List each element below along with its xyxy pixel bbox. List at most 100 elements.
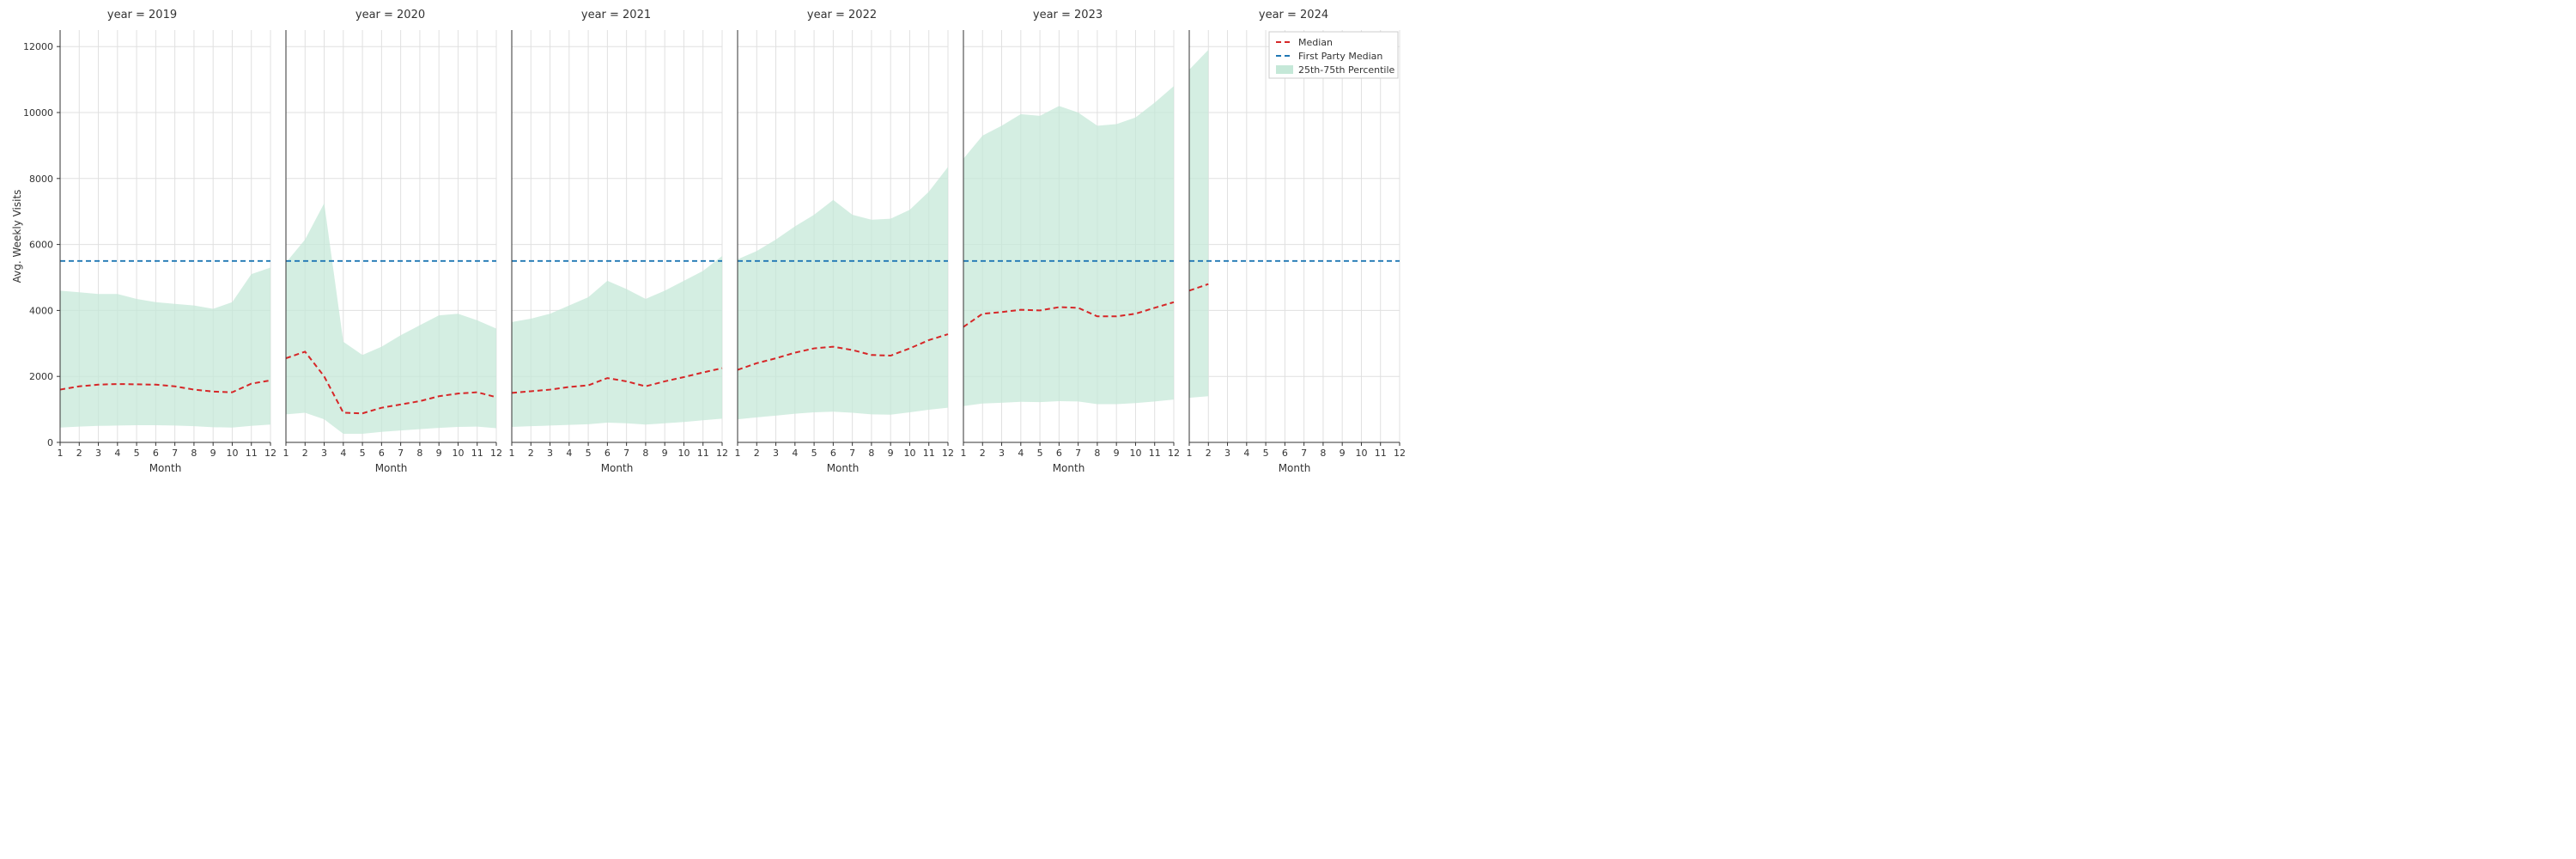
svg-text:4000: 4000 — [29, 305, 53, 316]
svg-text:4: 4 — [1018, 448, 1024, 459]
svg-text:10: 10 — [1129, 448, 1141, 459]
iqr-band — [1189, 50, 1208, 398]
facet-title: year = 2019 — [9, 9, 276, 21]
facet-title: year = 2023 — [957, 9, 1179, 21]
svg-text:2: 2 — [1206, 448, 1212, 459]
facet-title: year = 2021 — [505, 9, 727, 21]
svg-text:5: 5 — [1263, 448, 1269, 459]
svg-text:2: 2 — [754, 448, 760, 459]
chart-svg: 123456789101112Month — [279, 25, 501, 482]
iqr-band — [60, 267, 270, 427]
svg-text:8: 8 — [1320, 448, 1326, 459]
svg-text:5: 5 — [586, 448, 592, 459]
svg-text:12: 12 — [942, 448, 953, 459]
svg-text:6: 6 — [379, 448, 385, 459]
svg-text:10: 10 — [226, 448, 238, 459]
iqr-band — [286, 204, 496, 434]
facet-title: year = 2024 — [1182, 9, 1405, 21]
svg-text:5: 5 — [811, 448, 817, 459]
svg-text:7: 7 — [1301, 448, 1307, 459]
svg-text:9: 9 — [1340, 448, 1346, 459]
svg-text:10000: 10000 — [23, 107, 53, 119]
iqr-band — [963, 86, 1174, 405]
svg-text:1: 1 — [735, 448, 741, 459]
facet-panel: year = 2019123456789101112Month020004000… — [9, 9, 276, 482]
svg-text:11: 11 — [697, 448, 709, 459]
chart-svg: 123456789101112MonthMedianFirst Party Me… — [1182, 25, 1405, 482]
x-axis-label: Month — [1053, 462, 1085, 474]
svg-text:8: 8 — [1094, 448, 1100, 459]
facet-panel: year = 2020123456789101112Month — [279, 9, 501, 482]
svg-text:6: 6 — [1056, 448, 1062, 459]
svg-text:11: 11 — [1375, 448, 1387, 459]
svg-text:10: 10 — [903, 448, 915, 459]
svg-text:12000: 12000 — [23, 41, 53, 52]
svg-text:1: 1 — [961, 448, 967, 459]
svg-text:9: 9 — [210, 448, 216, 459]
svg-text:11: 11 — [923, 448, 935, 459]
svg-text:4: 4 — [1243, 448, 1249, 459]
facet-grid: year = 2019123456789101112Month020004000… — [9, 9, 2567, 482]
svg-text:1: 1 — [509, 448, 515, 459]
legend: MedianFirst Party Median25th-75th Percen… — [1269, 32, 1398, 78]
x-axis-label: Month — [1279, 462, 1311, 474]
svg-text:12: 12 — [490, 448, 501, 459]
iqr-band — [738, 167, 948, 419]
svg-text:7: 7 — [1075, 448, 1081, 459]
y-axis-label: Avg. Weekly Visits — [11, 190, 23, 283]
svg-text:10: 10 — [1355, 448, 1367, 459]
facet-panel: year = 2023123456789101112Month — [957, 9, 1179, 482]
svg-text:3: 3 — [321, 448, 327, 459]
svg-text:4: 4 — [566, 448, 572, 459]
chart-svg: 123456789101112Month — [957, 25, 1179, 482]
svg-text:3: 3 — [773, 448, 779, 459]
svg-text:4: 4 — [114, 448, 120, 459]
facet-panel: year = 2022123456789101112Month — [731, 9, 953, 482]
svg-text:12: 12 — [716, 448, 727, 459]
svg-text:9: 9 — [888, 448, 894, 459]
svg-text:6: 6 — [153, 448, 159, 459]
svg-text:4: 4 — [792, 448, 798, 459]
svg-text:1: 1 — [283, 448, 289, 459]
svg-text:1: 1 — [1187, 448, 1193, 459]
svg-text:6: 6 — [830, 448, 836, 459]
svg-text:2: 2 — [302, 448, 308, 459]
svg-text:2: 2 — [528, 448, 534, 459]
svg-text:9: 9 — [662, 448, 668, 459]
svg-text:11: 11 — [471, 448, 483, 459]
svg-text:1: 1 — [58, 448, 64, 459]
svg-text:9: 9 — [1114, 448, 1120, 459]
svg-text:5: 5 — [360, 448, 366, 459]
chart-svg: 123456789101112Month — [731, 25, 953, 482]
legend-label: 25th-75th Percentile — [1298, 64, 1395, 76]
svg-text:7: 7 — [849, 448, 855, 459]
svg-text:10: 10 — [452, 448, 464, 459]
x-axis-label: Month — [149, 462, 182, 474]
svg-text:7: 7 — [623, 448, 629, 459]
facet-panel: year = 2024123456789101112MonthMedianFir… — [1182, 9, 1405, 482]
svg-text:3: 3 — [547, 448, 553, 459]
svg-text:12: 12 — [1394, 448, 1405, 459]
svg-text:8: 8 — [868, 448, 874, 459]
svg-text:2: 2 — [980, 448, 986, 459]
svg-text:8: 8 — [416, 448, 422, 459]
svg-text:2: 2 — [76, 448, 82, 459]
svg-text:0: 0 — [47, 437, 53, 448]
svg-text:3: 3 — [1224, 448, 1230, 459]
facet-panel: year = 2021123456789101112Month — [505, 9, 727, 482]
svg-text:8000: 8000 — [29, 174, 53, 185]
svg-text:11: 11 — [246, 448, 258, 459]
svg-text:5: 5 — [1037, 448, 1043, 459]
svg-text:11: 11 — [1149, 448, 1161, 459]
svg-text:6: 6 — [1282, 448, 1288, 459]
legend-label: Median — [1298, 37, 1333, 48]
svg-text:3: 3 — [999, 448, 1005, 459]
svg-text:12: 12 — [1168, 448, 1179, 459]
x-axis-label: Month — [601, 462, 634, 474]
svg-text:12: 12 — [264, 448, 276, 459]
svg-text:8: 8 — [191, 448, 197, 459]
svg-text:4: 4 — [340, 448, 346, 459]
svg-text:9: 9 — [436, 448, 442, 459]
svg-text:6000: 6000 — [29, 240, 53, 251]
svg-text:6: 6 — [605, 448, 611, 459]
